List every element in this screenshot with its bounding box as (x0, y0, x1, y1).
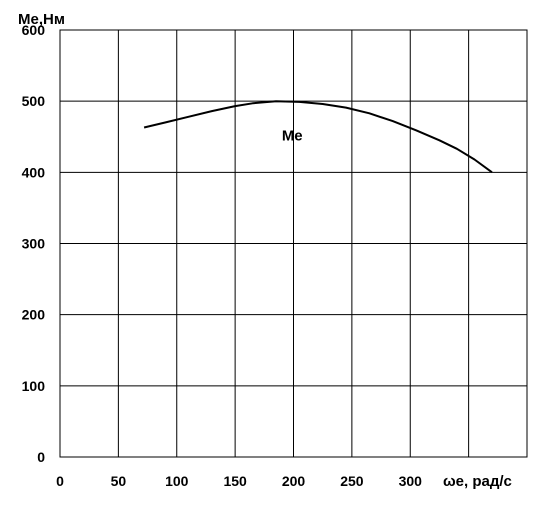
y-tick-label: 100 (22, 378, 46, 394)
y-tick-label: 400 (22, 164, 46, 180)
x-tick-label: 150 (223, 473, 247, 489)
y-axis-title: Ме,Нм (18, 11, 65, 28)
x-tick-label: 0 (56, 473, 64, 489)
x-tick-label: 100 (165, 473, 189, 489)
x-tick-label: 200 (282, 473, 306, 489)
x-tick-label: 50 (111, 473, 127, 489)
series-line-me (143, 100, 493, 174)
y-tick-label: 200 (22, 307, 46, 323)
plot-frame (59, 29, 528, 458)
tick-labels: 0 100 200 300 400 500 600 0 50 100 150 200 250 300 (22, 22, 423, 489)
y-tick-label: 0 (37, 449, 45, 465)
x-axis-title: ωе, рад/с (443, 473, 512, 490)
series-label: Ме (282, 127, 303, 144)
grid (60, 30, 527, 457)
y-tick-label: 600 (22, 22, 46, 38)
y-tick-label: 300 (22, 236, 46, 252)
x-tick-label: 300 (399, 473, 423, 489)
series-layer (143, 100, 493, 174)
x-tick-label: 250 (340, 473, 364, 489)
y-tick-label: 500 (22, 93, 46, 109)
